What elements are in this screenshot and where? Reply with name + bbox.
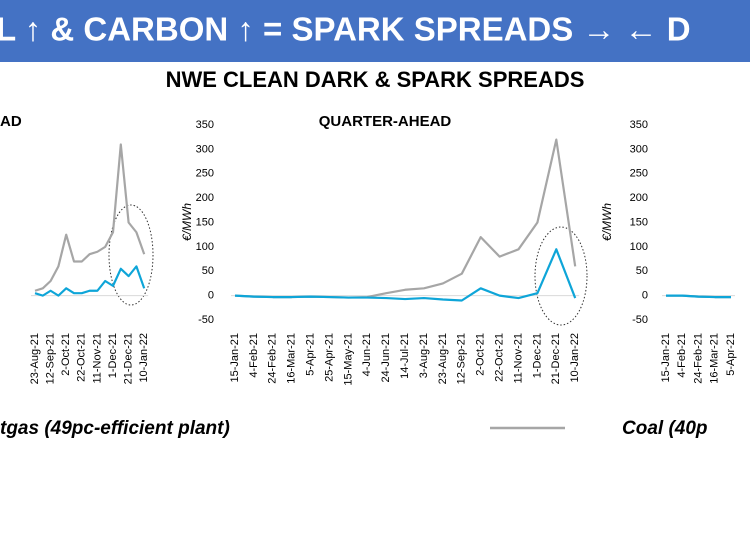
slide-title: NWE CLEAN DARK & SPARK SPREADS <box>166 67 585 92</box>
x-tick-label: 16-Mar-21 <box>709 333 721 384</box>
y-tick-label: -50 <box>198 314 214 326</box>
x-tick-label: 23-Aug-21 <box>437 333 449 384</box>
x-tick-label: 5-Apr-21 <box>305 333 317 376</box>
x-tick-label: 3-Aug-21 <box>418 333 430 378</box>
y-tick-label: 200 <box>196 192 214 204</box>
highlight-ellipse <box>108 204 154 306</box>
x-tick-label: 25-Apr-21 <box>323 333 335 382</box>
x-tick-label: 4-Feb-21 <box>248 333 260 378</box>
x-tick-label: 15-Jan-21 <box>660 333 672 383</box>
x-tick-label: 12-Sep-21 <box>45 333 57 384</box>
y-tick-label: 200 <box>630 192 648 204</box>
y-tick-label: 150 <box>630 216 648 228</box>
x-tick-label: 22-Oct-21 <box>494 333 506 382</box>
x-tick-label: 16-Mar-21 <box>286 333 298 384</box>
chart-title: QUARTER-AHEAD <box>319 113 452 130</box>
x-tick-label: 15-May-21 <box>342 333 354 386</box>
y-tick-label: 300 <box>630 143 648 155</box>
x-tick-label: 10-Jan-22 <box>569 333 581 383</box>
series-line <box>34 265 146 297</box>
x-tick-label: 10-Jan-22 <box>138 333 150 383</box>
x-tick-label: 11-Nov-21 <box>91 333 103 384</box>
y-tick-label: 0 <box>642 290 648 302</box>
series-line <box>234 248 577 302</box>
y-tick-label: 350 <box>196 119 214 131</box>
x-tick-label: 24-Feb-21 <box>692 333 704 384</box>
y-tick-label: 100 <box>196 241 214 253</box>
y-axis-label: €/MWh <box>180 203 194 241</box>
x-tick-label: 5-Apr-21 <box>725 333 737 376</box>
y-tick-label: 250 <box>630 168 648 180</box>
y-tick-label: -50 <box>632 314 648 326</box>
y-tick-label: 100 <box>630 241 648 253</box>
series-line <box>666 294 731 299</box>
x-tick-label: 21-Dec-21 <box>123 333 135 384</box>
x-tick-label: 4-Feb-21 <box>676 333 688 378</box>
y-tick-label: 350 <box>630 119 648 131</box>
y-tick-label: 150 <box>196 216 214 228</box>
x-tick-label: 1-Dec-21 <box>531 333 543 378</box>
series-line <box>34 143 146 292</box>
y-tick-label: 50 <box>202 265 214 277</box>
chart-title: AD <box>0 113 22 130</box>
highlight-ellipse <box>534 226 588 326</box>
x-tick-label: 12-Sep-21 <box>456 333 468 384</box>
x-tick-label: 4-Jun-21 <box>361 333 373 376</box>
y-axis-label: €/MWh <box>600 203 614 241</box>
legend-label: tgas (49pc-efficient plant) <box>0 418 230 439</box>
y-tick-label: 300 <box>196 143 214 155</box>
x-tick-label: 2-Oct-21 <box>60 333 72 376</box>
banner-bg <box>0 0 750 62</box>
series-line <box>234 138 577 299</box>
y-tick-label: 0 <box>208 290 214 302</box>
x-tick-label: 11-Nov-21 <box>512 333 524 384</box>
y-tick-label: 250 <box>196 168 214 180</box>
x-tick-label: 24-Jun-21 <box>380 333 392 383</box>
x-tick-label: 1-Dec-21 <box>107 333 119 378</box>
x-tick-label: 2-Oct-21 <box>475 333 487 376</box>
x-tick-label: 24-Feb-21 <box>267 333 279 384</box>
x-tick-label: 14-Jul-21 <box>399 333 411 379</box>
x-tick-label: 21-Dec-21 <box>550 333 562 384</box>
x-tick-label: 15-Jan-21 <box>229 333 241 383</box>
banner: L ↑ & CARBON ↑ = SPARK SPREADS → ← D <box>0 11 691 48</box>
legend-label: Coal (40p <box>622 418 708 439</box>
x-tick-label: 23-Aug-21 <box>29 333 41 384</box>
y-tick-label: 50 <box>636 265 648 277</box>
x-tick-label: 22-Oct-21 <box>76 333 88 382</box>
